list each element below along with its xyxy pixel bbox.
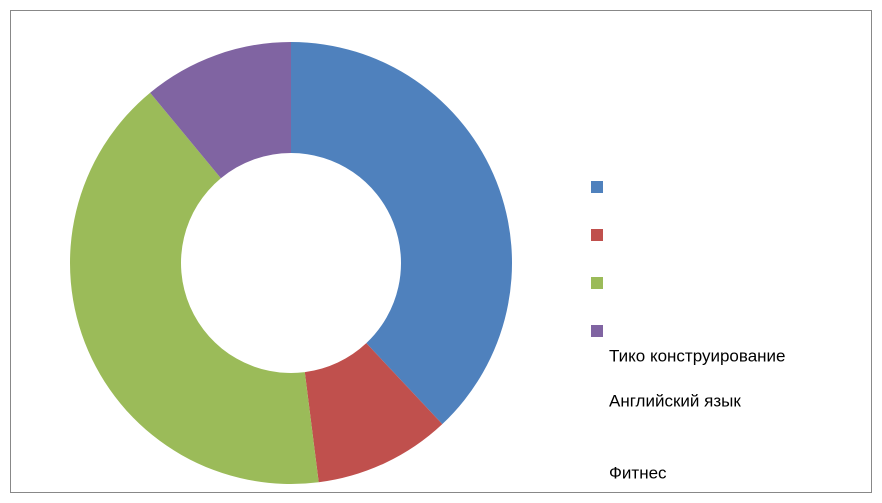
donut-segment <box>69 92 319 485</box>
legend-marker <box>591 229 603 241</box>
donut-segment <box>291 42 513 425</box>
legend-marker <box>591 277 603 289</box>
donut-segment <box>304 343 443 483</box>
legend-marker <box>591 181 603 193</box>
legend-marker <box>591 325 603 337</box>
donut-segment <box>150 42 291 179</box>
annotation: Фитнес <box>609 463 667 482</box>
annotation: Английский язык <box>609 391 741 410</box>
annotation: Тико конструирование <box>609 346 786 365</box>
